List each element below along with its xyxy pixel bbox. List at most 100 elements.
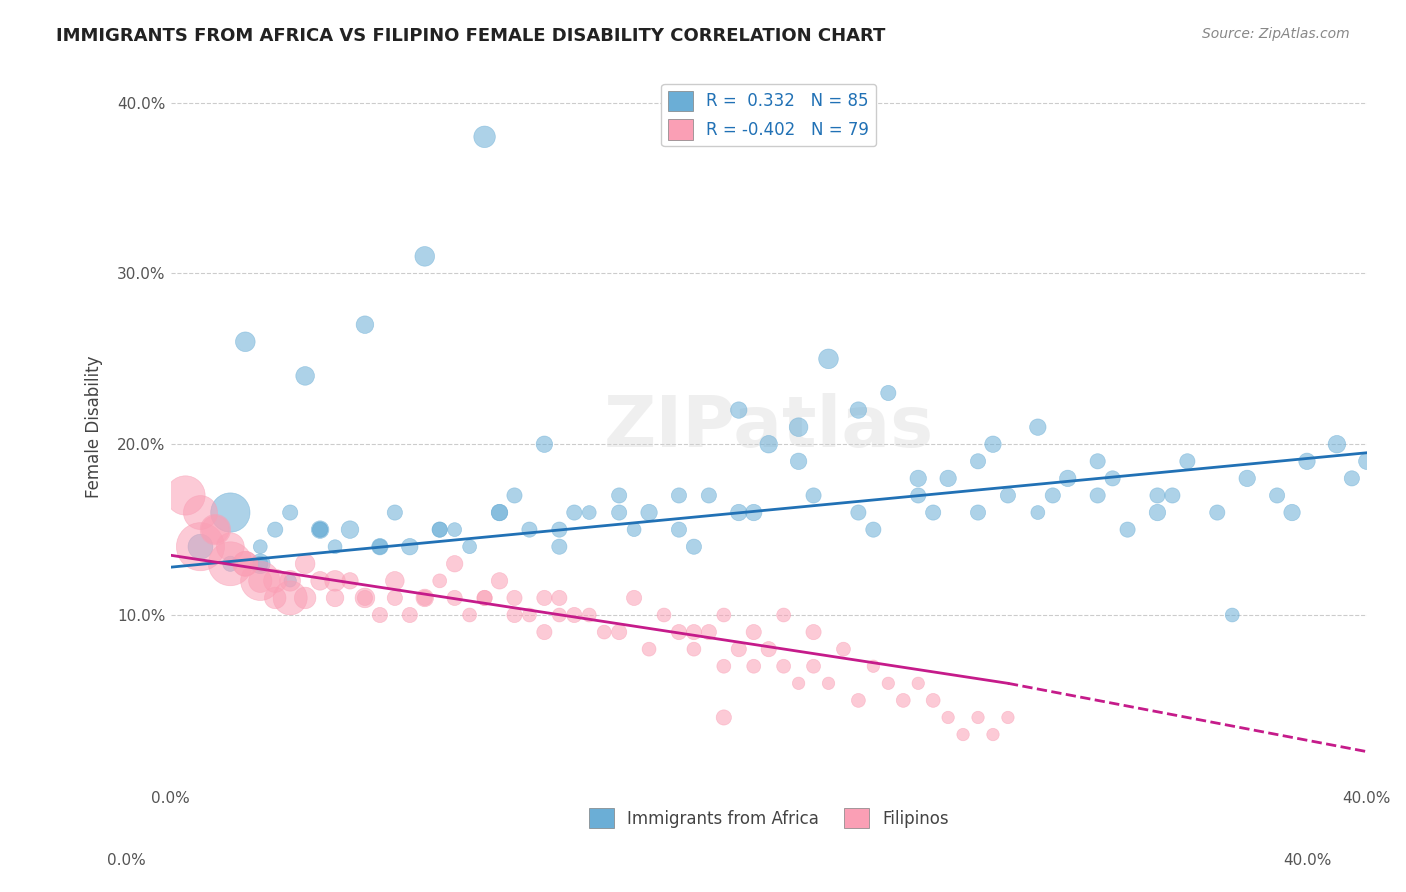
Point <box>922 693 945 707</box>
Point <box>488 506 510 520</box>
Point <box>249 557 271 571</box>
Point <box>787 420 810 434</box>
Point <box>458 540 481 554</box>
Point <box>727 506 749 520</box>
Point <box>1355 454 1378 468</box>
Point <box>1281 506 1303 520</box>
Point <box>578 607 600 622</box>
Point <box>907 676 929 690</box>
Point <box>294 557 316 571</box>
Point <box>503 607 526 622</box>
Point <box>1206 506 1229 520</box>
Point <box>264 574 287 588</box>
Point <box>713 710 735 724</box>
Point <box>233 557 256 571</box>
Point <box>1026 506 1049 520</box>
Point <box>548 591 571 605</box>
Point <box>413 591 436 605</box>
Point <box>1177 454 1199 468</box>
Point <box>772 659 794 673</box>
Point <box>1340 471 1362 485</box>
Point <box>758 642 780 657</box>
Point <box>233 334 256 349</box>
Point <box>817 351 839 366</box>
Point <box>1116 523 1139 537</box>
Point <box>1296 454 1319 468</box>
Point <box>488 506 510 520</box>
Point <box>474 591 496 605</box>
Point <box>219 557 242 571</box>
Point <box>997 488 1019 502</box>
Point <box>323 591 346 605</box>
Point <box>936 710 959 724</box>
Point <box>294 591 316 605</box>
Point <box>1265 488 1288 502</box>
Point <box>323 574 346 588</box>
Point <box>772 607 794 622</box>
Point <box>742 506 765 520</box>
Point <box>907 471 929 485</box>
Point <box>384 574 406 588</box>
Point <box>668 625 690 640</box>
Point <box>713 607 735 622</box>
Point <box>354 591 377 605</box>
Point <box>474 129 496 144</box>
Point <box>488 574 510 588</box>
Point <box>233 557 256 571</box>
Point <box>264 523 287 537</box>
Point <box>294 368 316 383</box>
Point <box>548 607 571 622</box>
Point <box>697 488 720 502</box>
Point <box>607 625 630 640</box>
Point <box>787 676 810 690</box>
Point <box>1026 420 1049 434</box>
Point <box>787 454 810 468</box>
Point <box>249 557 271 571</box>
Point <box>458 607 481 622</box>
Text: IMMIGRANTS FROM AFRICA VS FILIPINO FEMALE DISABILITY CORRELATION CHART: IMMIGRANTS FROM AFRICA VS FILIPINO FEMAL… <box>56 27 886 45</box>
Point <box>219 506 242 520</box>
Point <box>339 523 361 537</box>
Point <box>848 693 870 707</box>
Point <box>668 488 690 502</box>
Point <box>607 506 630 520</box>
Point <box>503 591 526 605</box>
Text: ZIPatlas: ZIPatlas <box>603 392 934 462</box>
Point <box>593 625 616 640</box>
Point <box>697 625 720 640</box>
Point <box>368 607 391 622</box>
Point <box>278 574 301 588</box>
Point <box>1161 488 1184 502</box>
Point <box>1087 454 1109 468</box>
Point <box>848 506 870 520</box>
Point <box>413 249 436 263</box>
Point <box>981 727 1004 741</box>
Point <box>742 659 765 673</box>
Point <box>936 471 959 485</box>
Point <box>519 523 541 537</box>
Point <box>368 540 391 554</box>
Point <box>997 710 1019 724</box>
Point <box>354 318 377 332</box>
Point <box>1326 437 1348 451</box>
Point <box>354 591 377 605</box>
Point <box>623 523 645 537</box>
Point <box>1146 488 1168 502</box>
Point <box>413 591 436 605</box>
Point <box>190 506 212 520</box>
Point <box>190 540 212 554</box>
Point <box>877 676 900 690</box>
Point <box>758 437 780 451</box>
Y-axis label: Female Disability: Female Disability <box>86 356 103 499</box>
Point <box>443 557 465 571</box>
Point <box>1087 488 1109 502</box>
Point <box>533 591 555 605</box>
Point <box>817 676 839 690</box>
Point <box>727 403 749 417</box>
Point <box>339 574 361 588</box>
Point <box>384 506 406 520</box>
Text: Source: ZipAtlas.com: Source: ZipAtlas.com <box>1202 27 1350 41</box>
Point <box>713 659 735 673</box>
Point <box>398 540 420 554</box>
Point <box>429 523 451 537</box>
